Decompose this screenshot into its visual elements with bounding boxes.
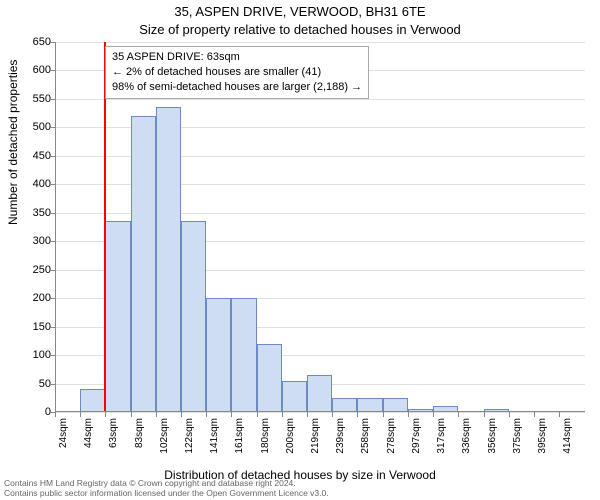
x-tick-label: 102sqm [159, 418, 170, 454]
histogram-bar [80, 389, 105, 412]
x-tick-label: 317sqm [436, 418, 447, 454]
x-tick-label: 44sqm [83, 418, 94, 448]
y-tick-label: 550 [33, 93, 51, 105]
y-tick-label: 400 [33, 178, 51, 190]
y-tick-label: 150 [33, 321, 51, 333]
x-tick-label: 24sqm [58, 418, 69, 448]
histogram-bar [357, 398, 382, 412]
histogram-bar [231, 298, 256, 412]
x-ticks: 24sqm 44sqm 63sqm 83sqm 102sqm 122sqm 141sqm 16… [55, 412, 585, 472]
histogram-bar [332, 398, 357, 412]
y-tick-label: 650 [33, 36, 51, 48]
histogram-bar [156, 107, 181, 412]
address-title: 35, ASPEN DRIVE, VERWOOD, BH31 6TE [0, 4, 600, 19]
y-tick-label: 250 [33, 264, 51, 276]
y-tick-label: 450 [33, 150, 51, 162]
x-tick-label: 336sqm [461, 418, 472, 454]
y-tick-label: 300 [33, 235, 51, 247]
attribution-footer: Contains HM Land Registry data © Crown c… [4, 478, 329, 498]
histogram-bar [105, 221, 130, 412]
gridline [55, 99, 585, 100]
histogram-bar [307, 375, 332, 412]
x-tick-label: 356sqm [487, 418, 498, 454]
y-axis-line [55, 42, 56, 412]
histogram-bar [206, 298, 231, 412]
annotation-line-2: ← 2% of detached houses are smaller (41) [112, 65, 362, 80]
y-tick-label: 100 [33, 349, 51, 361]
x-tick-label: 180sqm [260, 418, 271, 454]
x-tick-label: 141sqm [209, 418, 220, 454]
x-tick-label: 375sqm [512, 418, 523, 454]
x-tick-label: 297sqm [411, 418, 422, 454]
histogram-bar [383, 398, 408, 412]
footer-line-2: Contains public sector information licen… [4, 488, 329, 498]
x-tick-label: 83sqm [134, 418, 145, 448]
plot-area: 35 ASPEN DRIVE: 63sqm← 2% of detached ho… [55, 42, 585, 412]
y-tick-label: 500 [33, 121, 51, 133]
gridline [55, 42, 585, 43]
histogram-bar [181, 221, 206, 412]
x-tick-label: 219sqm [310, 418, 321, 454]
histogram-bar [282, 381, 307, 412]
x-tick-label: 395sqm [537, 418, 548, 454]
annotation-line-1: 35 ASPEN DRIVE: 63sqm [112, 50, 362, 65]
x-tick-label: 122sqm [184, 418, 195, 454]
histogram-bar [131, 116, 156, 412]
x-tick-label: 278sqm [386, 418, 397, 454]
histogram-bar [257, 344, 282, 412]
x-tick-label: 239sqm [335, 418, 346, 454]
x-tick-label: 63sqm [108, 418, 119, 448]
x-tick-label: 161sqm [234, 418, 245, 454]
x-tick-label: 258sqm [360, 418, 371, 454]
annotation-line-3: 98% of semi-detached houses are larger (… [112, 80, 362, 95]
y-ticks: 050100150200250300350400450500550600650 [0, 42, 55, 412]
x-tick-label: 414sqm [562, 418, 573, 454]
y-tick-label: 200 [33, 292, 51, 304]
property-size-chart: 35, ASPEN DRIVE, VERWOOD, BH31 6TE Size … [0, 0, 600, 500]
annotation-box: 35 ASPEN DRIVE: 63sqm← 2% of detached ho… [105, 46, 369, 99]
x-tick-label: 200sqm [285, 418, 296, 454]
y-tick-label: 350 [33, 207, 51, 219]
y-tick-label: 600 [33, 64, 51, 76]
footer-line-1: Contains HM Land Registry data © Crown c… [4, 478, 329, 488]
chart-subtitle: Size of property relative to detached ho… [0, 22, 600, 37]
